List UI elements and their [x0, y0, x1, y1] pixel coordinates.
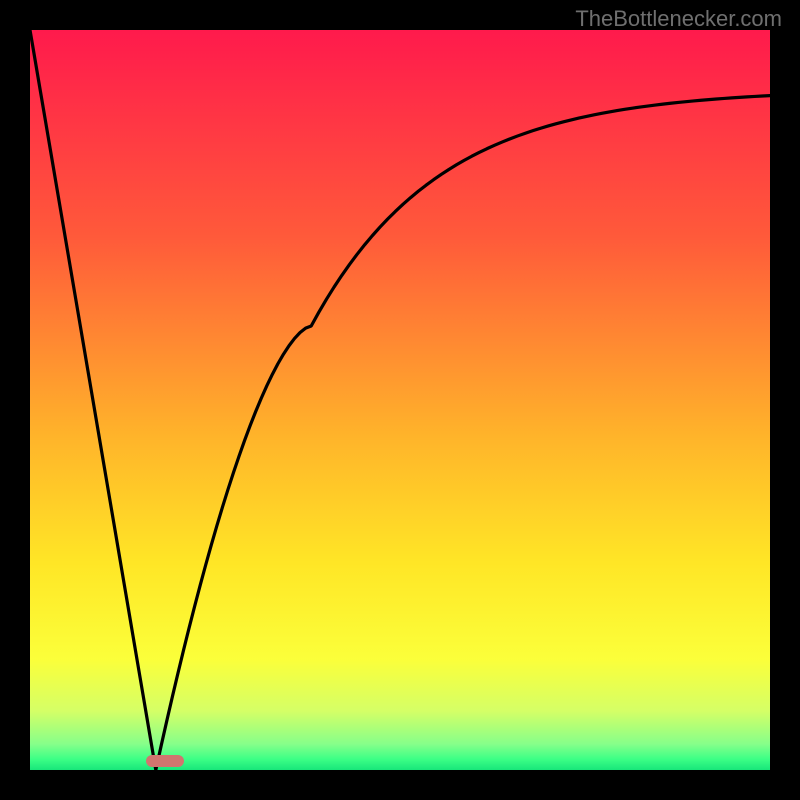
bottleneck-curve: [30, 30, 770, 770]
plot-area: [30, 30, 770, 770]
stage: TheBottlenecker.com: [0, 0, 800, 800]
watermark-text: TheBottlenecker.com: [575, 6, 782, 32]
optimal-marker: [146, 755, 184, 767]
